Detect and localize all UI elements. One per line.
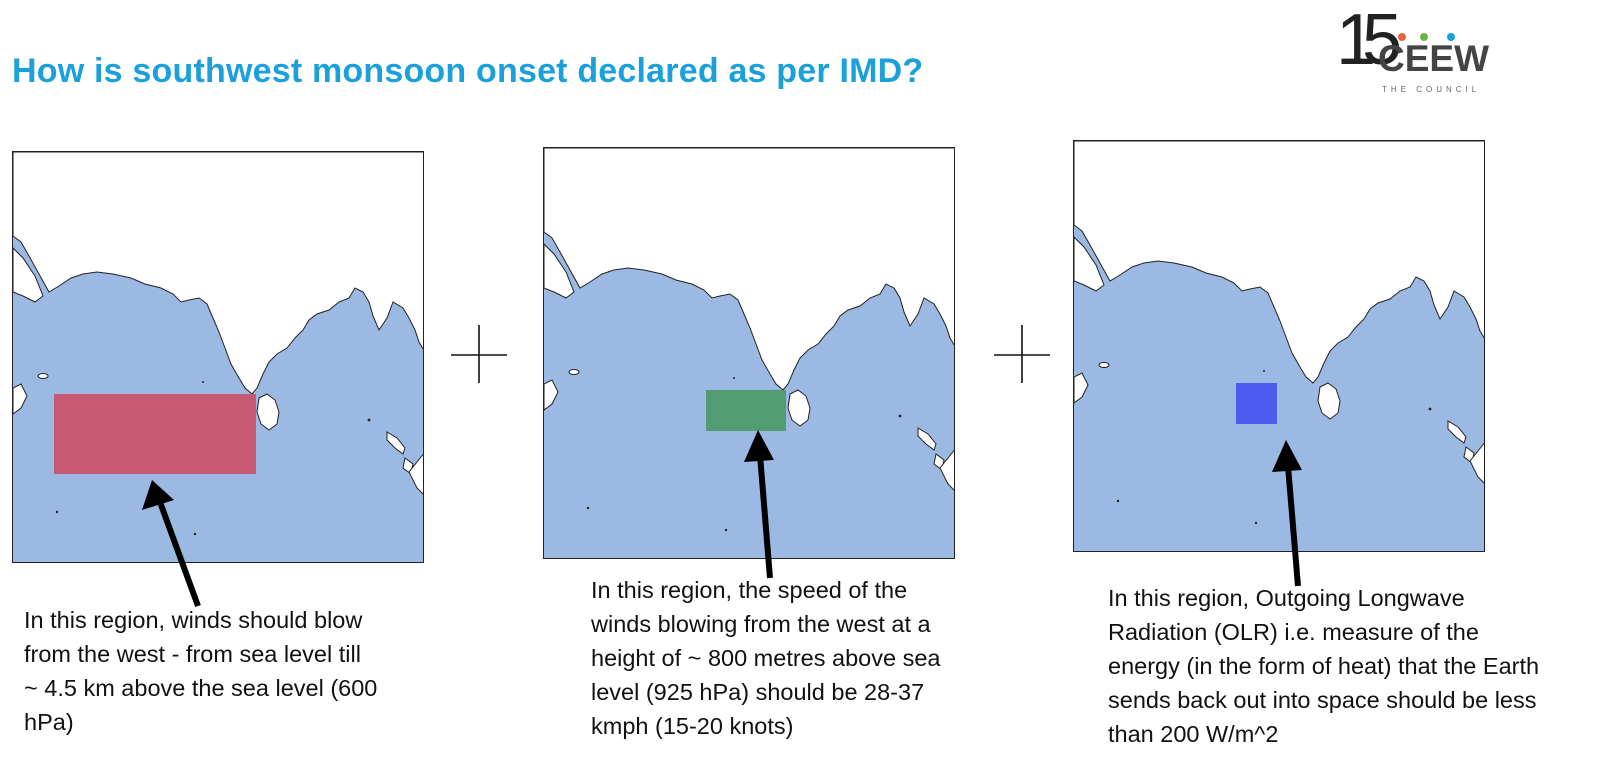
caption-3-line: than 200 W/m^2 [1108,721,1279,747]
ceew-logo: 15 CEEW THE COUNCIL [1336,0,1496,96]
caption-1-line: In this region, winds should blow [24,607,363,633]
map-india-3 [1074,141,1484,525]
caption-2-line: kmph (15-20 knots) [591,713,794,739]
caption-1: In this region, winds should blow from t… [24,603,434,739]
map-panel-1 [12,151,424,563]
map-panel-3 [1073,140,1485,552]
map-india-1 [13,152,423,536]
caption-3-line: In this region, Outgoing Longwave [1108,585,1465,611]
caption-2-line: level (925 hPa) should be 28-37 [591,679,925,705]
logo-wordmark: CEEW [1378,38,1489,79]
logo-dot-blue [1447,33,1455,41]
map-panel-2 [543,147,955,559]
caption-1-line: ~ 4.5 km above the sea level (600 [24,675,378,701]
plus-icon [451,325,507,383]
logo-dot-orange [1398,33,1406,41]
region-box-3 [1236,383,1277,424]
caption-2-line: In this region, the speed of the [591,577,908,603]
region-box-1 [54,394,256,474]
plus-icon [994,325,1050,383]
map-india-2 [544,148,954,532]
slide-title: How is southwest monsoon onset declared … [12,52,924,90]
logo-subtitle: THE COUNCIL [1382,85,1481,94]
caption-3-line: sends back out into space should be less [1108,687,1537,713]
caption-2: In this region, the speed of the winds b… [591,573,1001,743]
caption-2-line: height of ~ 800 metres above sea [591,645,941,671]
logo-dot-green [1420,33,1428,41]
caption-3-line: Radiation (OLR) i.e. measure of the [1108,619,1479,645]
caption-3: In this region, Outgoing Longwave Radiat… [1108,581,1598,751]
caption-3-line: energy (in the form of heat) that the Ea… [1108,653,1540,679]
caption-2-line: winds blowing from the west at a [591,611,931,637]
region-box-2 [706,390,786,431]
caption-1-line: from the west - from sea level till [24,641,361,667]
caption-1-line: hPa) [24,709,74,735]
